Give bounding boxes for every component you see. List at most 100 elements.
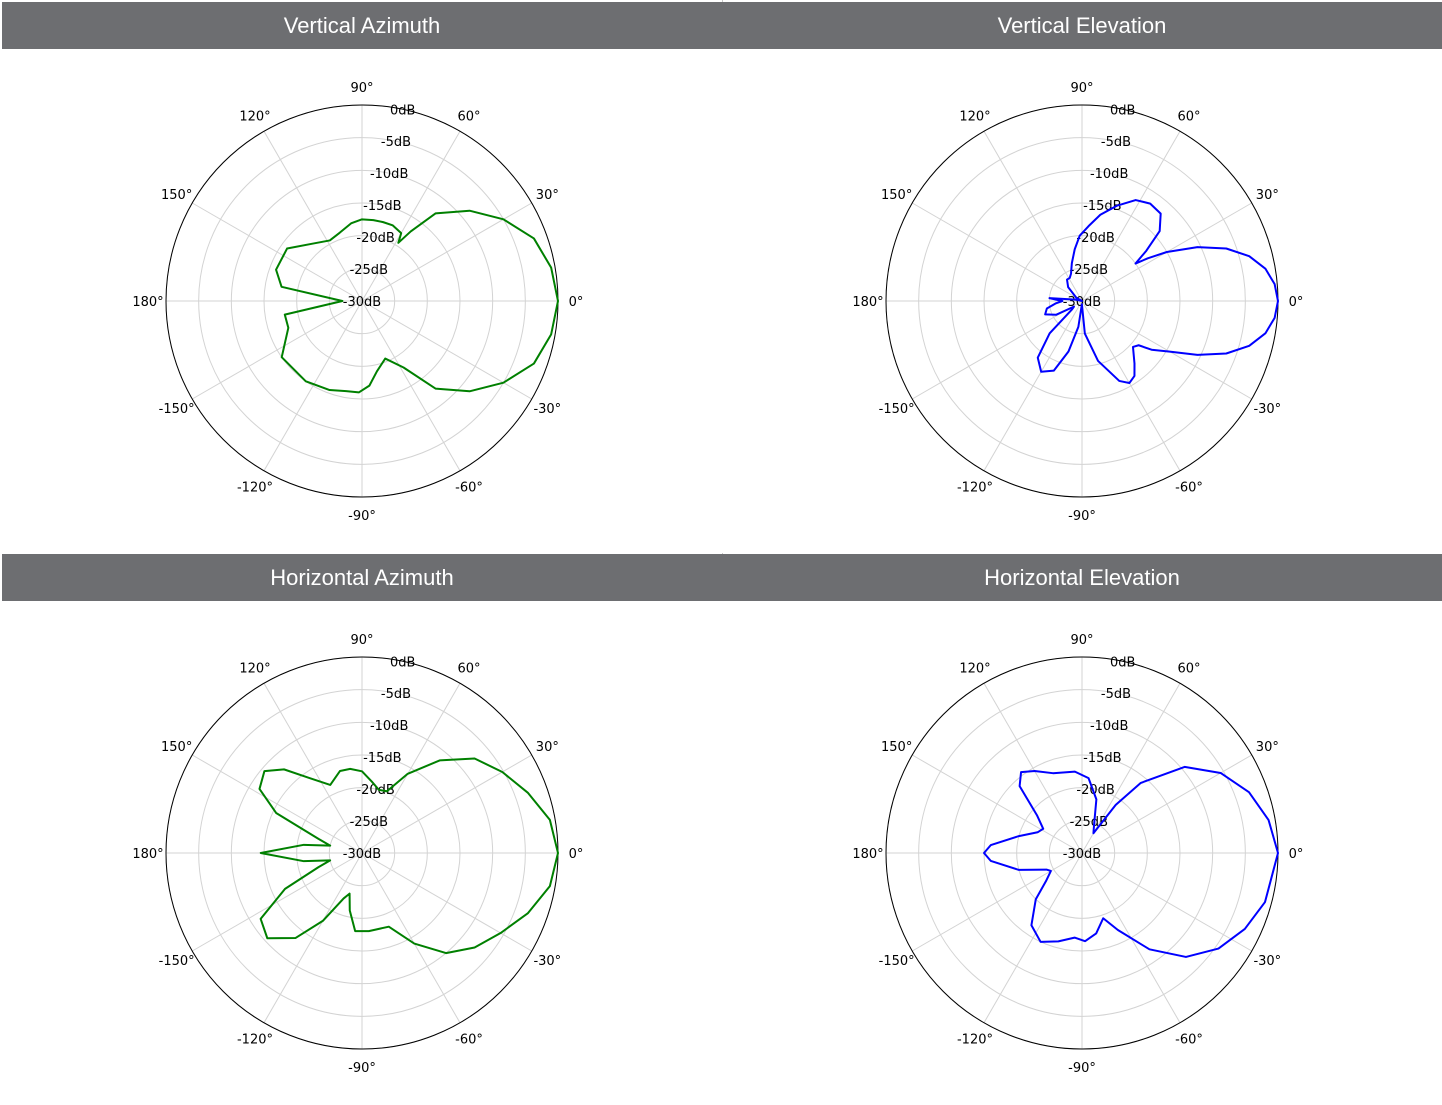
grid-spoke bbox=[1081, 300, 1252, 400]
angle-tick-label: -90° bbox=[348, 509, 376, 524]
angle-tick-label: 150° bbox=[881, 188, 912, 203]
grid-spoke bbox=[1081, 131, 1181, 302]
angle-tick-label: 60° bbox=[1177, 662, 1200, 677]
grid-spoke bbox=[263, 852, 363, 1023]
grid-spoke bbox=[361, 202, 532, 302]
angle-tick-label: -60° bbox=[455, 1032, 483, 1047]
panel-vertical-azimuth: Vertical Azimuth 0° 30° 60° 90° 120° 150° 180°… bbox=[2, 2, 722, 553]
angle-tick-label: 30° bbox=[536, 188, 559, 203]
angle-tick-label: 150° bbox=[161, 188, 192, 203]
radial-tick-label: -25dB bbox=[1070, 263, 1108, 278]
angle-tick-label: 30° bbox=[536, 740, 559, 755]
angle-tick-label: -150° bbox=[159, 402, 195, 417]
grid-spoke bbox=[912, 852, 1083, 952]
grid-spoke bbox=[1081, 754, 1252, 854]
angle-tick-label: -60° bbox=[1175, 480, 1203, 495]
radial-tick-label: -5dB bbox=[381, 687, 411, 702]
grid-spoke bbox=[912, 300, 1083, 400]
grid-spoke bbox=[983, 300, 1083, 471]
grid-spoke bbox=[263, 683, 363, 854]
grid-spoke bbox=[1081, 852, 1252, 952]
polar-chart-horizontal-azimuth: 0° 30° 60° 90° 120° 150° 180° -150° -120° -90° -60… bbox=[132, 633, 584, 1076]
radial-tick-label: -10dB bbox=[370, 167, 408, 182]
grid-spoke bbox=[192, 300, 363, 400]
polar-chart-vertical-elevation: 0° 30° 60° 90° 120° 150° 180° -150° -120° -90° -60… bbox=[852, 81, 1304, 524]
angle-tick-label: -30° bbox=[533, 954, 561, 969]
panel-title: Vertical Elevation bbox=[722, 2, 1442, 49]
radial-tick-label: -20dB bbox=[1076, 783, 1114, 798]
angle-tick-label: 150° bbox=[161, 740, 192, 755]
grid-spoke bbox=[192, 852, 363, 952]
pattern-trace bbox=[258, 757, 559, 955]
angle-tick-label: -30° bbox=[1253, 954, 1281, 969]
panel-horizontal-elevation: Horizontal Elevation 0° 30° 60° 90° 120° 150°… bbox=[722, 554, 1442, 1105]
grid-spoke bbox=[361, 300, 532, 400]
angle-tick-label: 120° bbox=[959, 662, 990, 677]
radial-tick-label: -10dB bbox=[1090, 719, 1128, 734]
grid-spoke bbox=[983, 131, 1083, 302]
radial-tick-label: -30dB bbox=[343, 847, 381, 862]
grid-spoke bbox=[192, 754, 363, 854]
angle-tick-label: 120° bbox=[959, 110, 990, 125]
angle-tick-label: -90° bbox=[1068, 1061, 1096, 1076]
grid-spoke bbox=[361, 852, 532, 952]
angle-tick-label: -120° bbox=[957, 1032, 993, 1047]
angle-tick-label: -90° bbox=[348, 1061, 376, 1076]
angle-tick-label: 90° bbox=[350, 81, 373, 96]
radial-tick-label: -10dB bbox=[370, 719, 408, 734]
radial-tick-label: -20dB bbox=[1076, 231, 1114, 246]
grid-spoke bbox=[361, 754, 532, 854]
radial-tick-label: -30dB bbox=[1063, 847, 1101, 862]
angle-tick-label: 0° bbox=[569, 847, 584, 862]
grid-spoke bbox=[361, 852, 461, 1023]
angle-tick-label: -60° bbox=[455, 480, 483, 495]
grid-spoke bbox=[361, 300, 461, 471]
radial-tick-label: -10dB bbox=[1090, 167, 1128, 182]
angle-tick-label: -120° bbox=[957, 480, 993, 495]
angle-tick-label: 0° bbox=[1289, 847, 1304, 862]
grid-spoke bbox=[983, 852, 1083, 1023]
panel-vertical-elevation: Vertical Elevation 0° 30° 60° 90° 120° 150° 18… bbox=[722, 2, 1442, 553]
angle-tick-label: 90° bbox=[1070, 81, 1093, 96]
grid-spoke bbox=[912, 202, 1083, 302]
radial-tick-label: 0dB bbox=[390, 655, 415, 670]
pattern-trace bbox=[275, 209, 559, 394]
angle-tick-label: 60° bbox=[1177, 110, 1200, 125]
grid-spoke bbox=[983, 683, 1083, 854]
radial-tick-label: -15dB bbox=[1083, 751, 1121, 766]
panel-title: Horizontal Azimuth bbox=[2, 554, 722, 601]
radial-tick-label: -5dB bbox=[1101, 687, 1131, 702]
angle-tick-label: 120° bbox=[239, 662, 270, 677]
polar-chart-vertical-azimuth: 0° 30° 60° 90° 120° 150° 180° -150° -120° -90° -60… bbox=[132, 81, 583, 524]
radial-tick-label: -25dB bbox=[350, 815, 388, 830]
panel-horizontal-azimuth: Horizontal Azimuth 0° 30° 60° 90° 120° 150° 18… bbox=[2, 554, 722, 1105]
panel-title: Horizontal Elevation bbox=[722, 554, 1442, 601]
angle-tick-label: 0° bbox=[1289, 295, 1304, 310]
angle-tick-label: 150° bbox=[881, 740, 912, 755]
radial-tick-label: 0dB bbox=[1110, 103, 1135, 118]
radial-tick-label: -20dB bbox=[356, 783, 394, 798]
angle-tick-label: -30° bbox=[1253, 402, 1281, 417]
radial-tick-label: -15dB bbox=[363, 751, 401, 766]
grid-spoke bbox=[263, 131, 363, 302]
radial-tick-label: -15dB bbox=[363, 199, 401, 214]
grid-spoke bbox=[912, 754, 1083, 854]
angle-tick-label: 180° bbox=[852, 295, 883, 310]
radial-tick-label: -25dB bbox=[350, 263, 388, 278]
angle-tick-label: 90° bbox=[350, 633, 373, 648]
panel-title: Vertical Azimuth bbox=[2, 2, 722, 49]
angle-tick-label: 120° bbox=[239, 110, 270, 125]
angle-tick-label: -120° bbox=[237, 480, 273, 495]
angle-tick-label: -60° bbox=[1175, 1032, 1203, 1047]
angle-tick-label: -120° bbox=[237, 1032, 273, 1047]
angle-tick-label: -150° bbox=[879, 402, 915, 417]
radial-tick-label: -5dB bbox=[1101, 135, 1131, 150]
grid-spoke bbox=[361, 131, 461, 302]
angle-tick-label: 60° bbox=[457, 662, 480, 677]
grid-spoke bbox=[361, 683, 461, 854]
grid-spoke bbox=[263, 300, 363, 471]
angle-tick-label: -150° bbox=[879, 954, 915, 969]
radial-tick-label: -30dB bbox=[343, 295, 381, 310]
angle-tick-label: 30° bbox=[1256, 740, 1279, 755]
pattern-trace bbox=[1036, 199, 1279, 385]
